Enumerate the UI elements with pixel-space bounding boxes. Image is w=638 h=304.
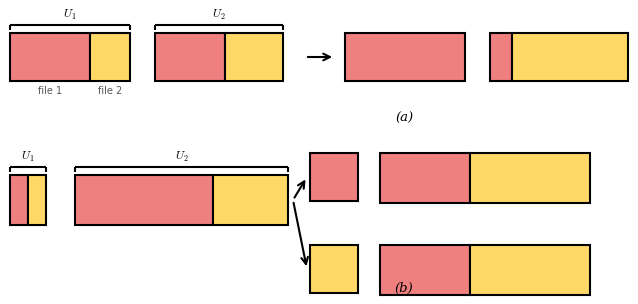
Bar — [213, 175, 288, 225]
Bar — [470, 245, 590, 295]
Bar — [345, 33, 465, 81]
Text: (b): (b) — [395, 282, 413, 295]
Bar — [380, 153, 470, 203]
Text: $U_2$: $U_2$ — [175, 150, 188, 164]
Text: file 1: file 1 — [38, 86, 62, 96]
Bar — [310, 153, 358, 201]
Text: file 2: file 2 — [98, 86, 122, 96]
Bar — [90, 33, 130, 81]
Bar — [225, 33, 283, 81]
Bar — [490, 33, 512, 81]
Bar — [155, 33, 225, 81]
Text: $U_2$: $U_2$ — [212, 8, 226, 22]
Text: $U_1$: $U_1$ — [63, 8, 77, 22]
Bar — [75, 175, 213, 225]
Text: $U_1$: $U_1$ — [21, 150, 35, 164]
Bar — [10, 33, 90, 81]
Bar — [470, 153, 590, 203]
Bar — [28, 175, 46, 225]
Bar — [380, 245, 470, 295]
Bar — [310, 245, 358, 293]
Text: (a): (a) — [395, 112, 413, 125]
Bar — [10, 175, 28, 225]
Bar — [512, 33, 628, 81]
